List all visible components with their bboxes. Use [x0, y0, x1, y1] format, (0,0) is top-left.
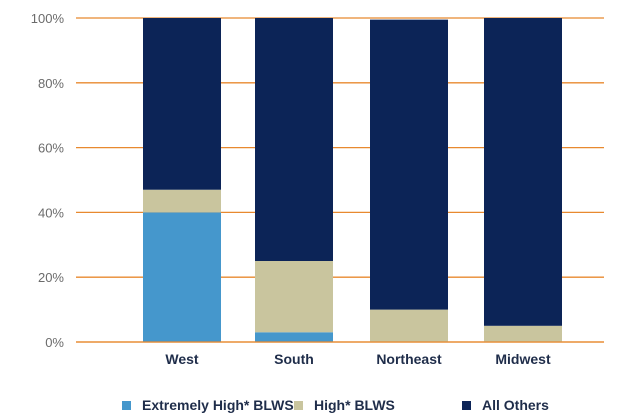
legend-item: Extremely High* BLWS	[122, 397, 294, 413]
y-tick-label: 20%	[38, 270, 64, 285]
legend-swatch	[462, 401, 471, 410]
bar-segment-high-blws	[370, 309, 448, 342]
bar-group-west	[143, 18, 221, 342]
legend-label: High* BLWS	[314, 397, 395, 413]
legend-swatch	[122, 401, 131, 410]
bar-segment-extremely-high-blws	[143, 212, 221, 342]
bar-segment-all-others	[484, 18, 562, 326]
x-category-label: Midwest	[495, 351, 551, 367]
y-tick-label: 80%	[38, 76, 64, 91]
x-category-label: West	[165, 351, 199, 367]
legend-label: Extremely High* BLWS	[142, 397, 294, 413]
x-category-label: Northeast	[376, 351, 442, 367]
bar-segment-all-others	[255, 18, 333, 261]
bar-group-northeast	[370, 19, 448, 342]
y-axis-tick-labels: 0% 20% 40% 60% 80% 100%	[31, 11, 65, 350]
bar-segment-extremely-high-blws	[255, 332, 333, 342]
bar-segment-all-others	[370, 19, 448, 310]
bar-group-south	[255, 18, 333, 342]
legend: Extremely High* BLWS High* BLWS All Others	[122, 397, 549, 413]
x-category-label: South	[274, 351, 314, 367]
legend-label: All Others	[482, 397, 549, 413]
y-tick-label: 60%	[38, 141, 64, 156]
bar-segment-high-blws	[484, 325, 562, 342]
bar-segment-high-blws	[143, 189, 221, 213]
bar-segment-high-blws	[255, 261, 333, 333]
bar-group-midwest	[484, 18, 562, 342]
y-tick-label: 100%	[31, 11, 65, 26]
x-axis-category-labels: West South Northeast Midwest	[165, 351, 551, 367]
y-tick-label: 40%	[38, 205, 64, 220]
legend-swatch	[294, 401, 303, 410]
legend-item: All Others	[462, 397, 549, 413]
bars	[76, 18, 604, 343]
legend-item: High* BLWS	[294, 397, 395, 413]
y-tick-label: 0%	[45, 335, 64, 350]
bar-segment-all-others	[143, 18, 221, 190]
